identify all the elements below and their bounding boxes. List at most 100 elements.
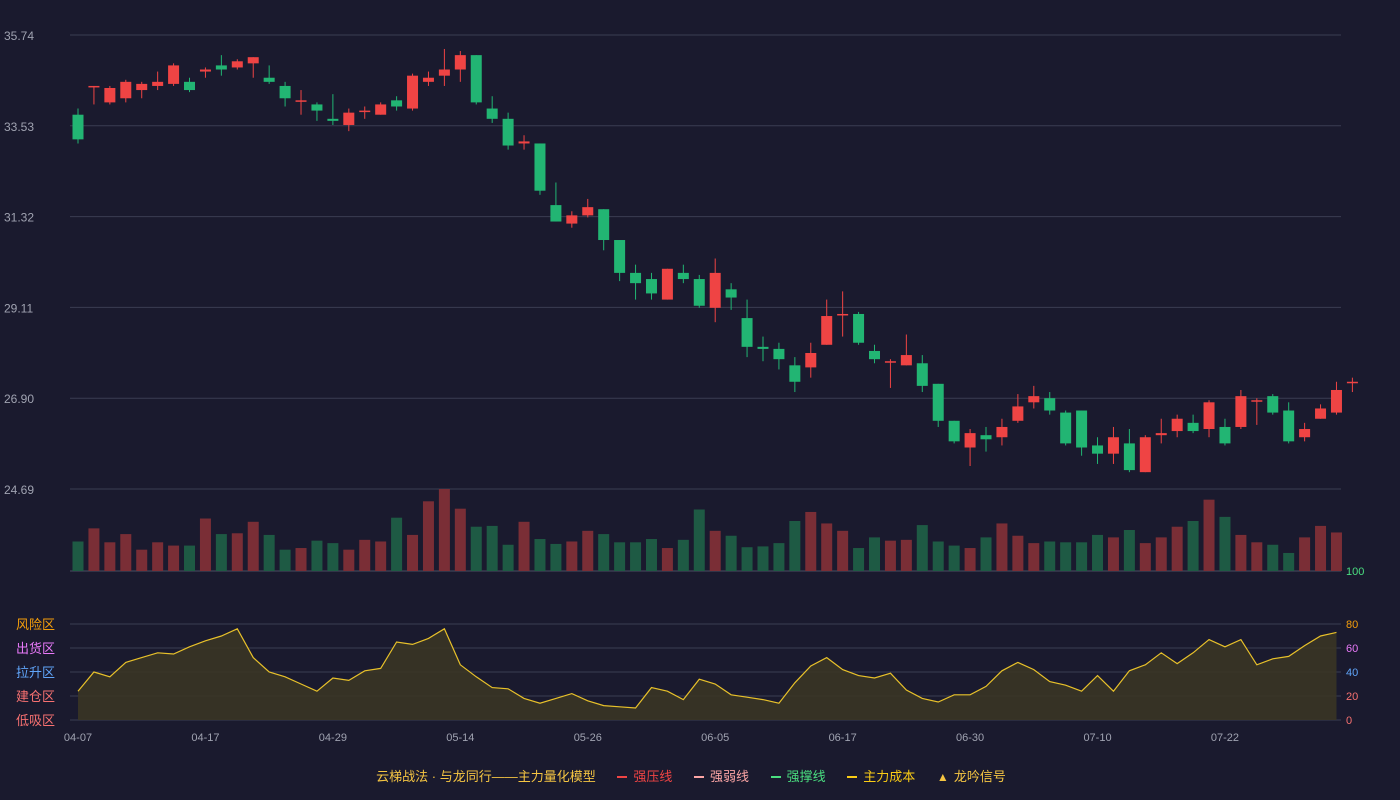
candle-body: [693, 279, 705, 306]
candle-body: [120, 81, 132, 99]
volume-bar: [1092, 534, 1104, 571]
candle-body: [884, 361, 896, 363]
candle-body: [1171, 418, 1183, 432]
candle-body: [1251, 400, 1263, 402]
indicator-line: [77, 627, 1337, 709]
volume-bar: [199, 518, 211, 571]
volume-bar: [327, 543, 339, 571]
date-tick-label: 04-17: [191, 732, 219, 744]
candle-body: [821, 316, 833, 345]
candle-body: [470, 55, 482, 103]
volume-bar: [1251, 542, 1263, 571]
strong-resistance-line-icon: [617, 775, 628, 778]
volume-bar: [1315, 525, 1327, 571]
volume-bar: [168, 545, 180, 571]
indicator-tick-label: 40: [1346, 667, 1358, 679]
main-cost-line-icon: [847, 775, 858, 778]
volume-bar: [996, 523, 1008, 571]
candle-body: [1219, 426, 1231, 444]
legend-item-main-cost[interactable]: 主力成本: [847, 766, 915, 785]
volume-bar: [1076, 542, 1088, 571]
candle-body: [407, 75, 419, 109]
date-tick-label: 04-29: [319, 732, 347, 744]
candle-body: [1235, 396, 1247, 427]
candle-body: [184, 81, 196, 91]
volume-bar: [566, 541, 578, 571]
volume-bar: [88, 528, 100, 571]
volume-bar: [263, 534, 275, 571]
legend-item-dragon-signal[interactable]: ▲ 龙吟信号: [936, 769, 1006, 784]
candle-body: [1299, 429, 1311, 438]
volume-bar: [1044, 541, 1056, 571]
volume-bar: [1235, 534, 1247, 571]
volume-bar: [1283, 552, 1295, 571]
date-tick-label: 06-30: [956, 732, 984, 744]
price-tick-label: 24.69: [4, 483, 34, 497]
candle-body: [964, 433, 976, 448]
date-tick-label: 05-14: [446, 732, 474, 744]
volume-bar: [184, 545, 196, 571]
volume-bar: [932, 541, 944, 571]
candle-body: [932, 383, 944, 421]
candle-body: [614, 240, 626, 273]
volume-bar: [215, 534, 227, 571]
legend-item-strength-line[interactable]: 强弱线: [694, 766, 749, 785]
volume-bar: [1267, 544, 1279, 571]
volume-bar: [916, 525, 928, 571]
volume-bar: [502, 544, 514, 571]
candle-body: [1060, 412, 1072, 444]
candle-body: [837, 313, 849, 316]
candle-body: [359, 110, 371, 113]
volume-bar: [311, 540, 323, 571]
volume-bar: [677, 539, 689, 571]
volume-bar: [422, 501, 434, 571]
candle-body: [948, 420, 960, 442]
volume-bar: [964, 548, 976, 571]
legend-item-strong-support[interactable]: 强撑线: [770, 766, 826, 785]
legend-item-strong-resistance[interactable]: 强压线: [617, 766, 672, 785]
candle-body: [598, 209, 610, 241]
volume-bar: [470, 526, 482, 571]
candle-body: [757, 346, 769, 349]
candle-body: [1203, 402, 1215, 430]
triangle-up-icon: ▲: [936, 770, 949, 784]
volume-bar: [582, 530, 594, 571]
indicator-tick-label: 80: [1346, 619, 1358, 631]
volume-bar: [853, 548, 865, 571]
axis-labels: 35.74 33.53 31.32 29.11 26.90 24.69 风险区出货区拉升区建…: [4, 29, 1364, 744]
zone-label: 风险区: [16, 618, 55, 633]
volume-bar: [773, 543, 785, 571]
candle-body: [1107, 437, 1119, 454]
volume-bar: [1203, 499, 1215, 571]
volume-bar: [407, 534, 419, 571]
volume-bars: [72, 489, 1342, 571]
volume-bar: [343, 549, 355, 571]
candle-body: [1139, 437, 1151, 473]
date-tick-label: 04-07: [64, 732, 92, 744]
candle-body: [582, 207, 594, 216]
candle-body: [566, 215, 578, 224]
volume-bar: [1219, 516, 1231, 571]
indicator-panel: [77, 627, 1337, 720]
indicator-tick-label: 0: [1346, 715, 1352, 727]
volume-bar: [805, 511, 817, 571]
volume-bar: [1187, 520, 1199, 571]
chart-legend: 云梯战法 · 与龙同行——主力量化模型 强压线 强弱线 强撑线 主力成本 ▲ 龙吟…: [0, 766, 1400, 785]
candle-body: [279, 85, 291, 99]
candle-body: [630, 272, 642, 284]
volume-bar: [789, 520, 801, 571]
volume-bar: [375, 541, 387, 571]
candle-body: [1267, 396, 1279, 413]
candle-body: [1346, 381, 1358, 384]
volume-bar: [661, 548, 673, 571]
candle-body: [247, 57, 259, 64]
candle-body: [311, 104, 323, 111]
volume-bar: [550, 543, 562, 571]
date-tick-label: 05-26: [574, 732, 602, 744]
candle-body: [661, 268, 673, 300]
volume-bar: [152, 542, 164, 571]
candle-body: [391, 100, 403, 107]
grid-lines: [70, 34, 1341, 721]
candle-body: [375, 104, 387, 115]
candle-body: [741, 318, 753, 347]
